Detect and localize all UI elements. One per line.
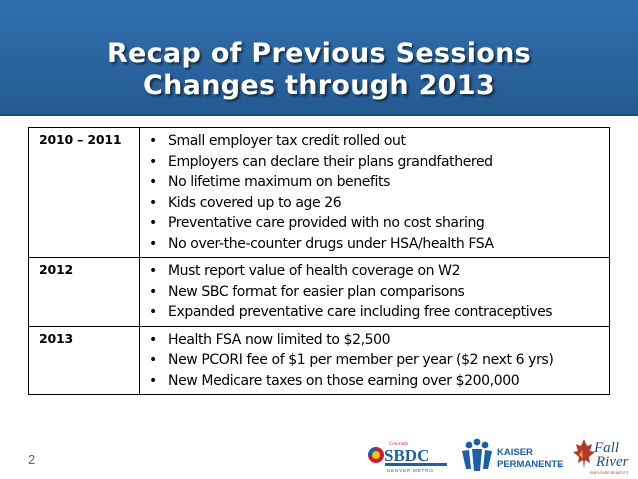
kaiser-line1: KAISER: [497, 447, 533, 458]
bullet-list: Health FSA now limited to $2,500 New PCO…: [148, 330, 605, 392]
list-item: New SBC format for easier plan compariso…: [148, 282, 605, 303]
fall-river-line2: River: [595, 454, 629, 470]
changes-cell: Health FSA now limited to $2,500 New PCO…: [139, 325, 610, 395]
list-item: No lifetime maximum on benefits: [148, 172, 605, 193]
list-item: New PCORI fee of $1 per member per year …: [148, 350, 605, 371]
kaiser-registered-mark: ®: [558, 463, 562, 470]
sbdc-brand: SBDC: [384, 446, 429, 465]
sbdc-tagline: DENVER METRO: [387, 468, 434, 473]
slide-title-line2: Changes through 2013: [143, 70, 495, 101]
bullet-list: Must report value of health coverage on …: [148, 261, 605, 323]
colorado-flag-icon: [368, 447, 384, 463]
table-row: 2013 Health FSA now limited to $2,500 Ne…: [28, 325, 610, 395]
recap-table: 2010 – 2011 Small employer tax credit ro…: [28, 127, 610, 395]
title-banner: Recap of Previous Sessions Changes throu…: [0, 0, 638, 116]
year-cell: 2012: [28, 257, 140, 327]
fall-river-tagline: EMPLOYEE BENEFITS: [590, 471, 629, 475]
list-item: Health FSA now limited to $2,500: [148, 330, 605, 351]
slide-number: 2: [28, 452, 36, 467]
sbdc-logo: Colorado SBDC DENVER METRO: [368, 442, 447, 473]
kaiser-line2: PERMANENTE: [497, 459, 564, 470]
fall-river-logo: Fall River EMPLOYEE BENEFITS: [573, 439, 629, 475]
list-item: No over-the-counter drugs under HSA/heal…: [148, 234, 605, 255]
list-item: Preventative care provided with no cost …: [148, 213, 605, 234]
kaiser-permanente-logo: KAISER PERMANENTE ®: [462, 438, 564, 471]
sbdc-small-text: Colorado: [389, 442, 409, 447]
list-item: Expanded preventative care including fre…: [148, 302, 605, 323]
year-cell: 2010 – 2011: [28, 127, 140, 258]
slide-title-line1: Recap of Previous Sessions: [106, 38, 532, 69]
changes-cell: Small employer tax credit rolled out Emp…: [139, 127, 610, 258]
bullet-list: Small employer tax credit rolled out Emp…: [148, 131, 605, 254]
list-item: Employers can declare their plans grandf…: [148, 152, 605, 173]
list-item: New Medicare taxes on those earning over…: [148, 371, 605, 392]
table-row: 2012 Must report value of health coverag…: [28, 257, 610, 327]
list-item: Must report value of health coverage on …: [148, 261, 605, 282]
list-item: Kids covered up to age 26: [148, 193, 605, 214]
kaiser-figures-icon: [462, 438, 492, 471]
list-item: Small employer tax credit rolled out: [148, 131, 605, 152]
table-row: 2010 – 2011 Small employer tax credit ro…: [28, 127, 610, 258]
year-cell: 2013: [28, 325, 140, 395]
maple-leaf-icon: [573, 439, 595, 469]
changes-cell: Must report value of health coverage on …: [139, 257, 610, 327]
fall-river-line1: Fall: [593, 440, 619, 456]
